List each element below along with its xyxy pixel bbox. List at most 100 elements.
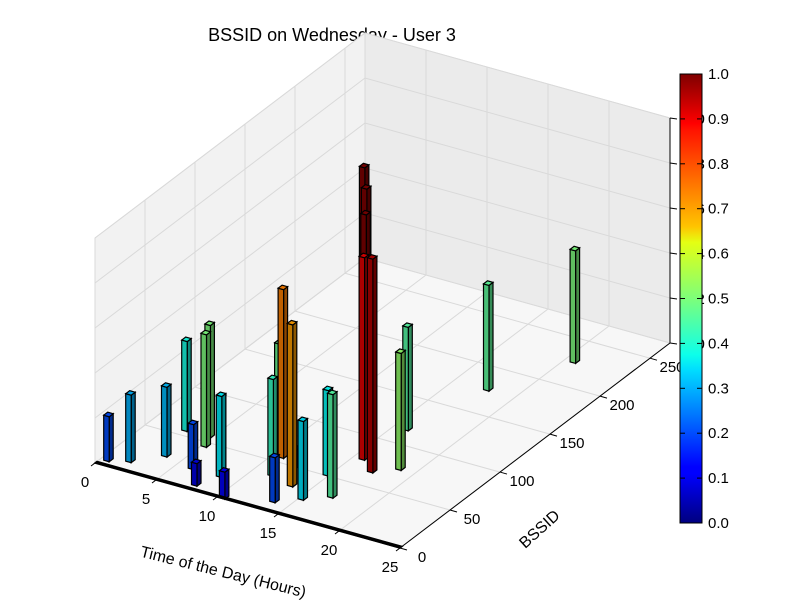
y-tick-label: 200: [609, 397, 634, 414]
bar-top: [359, 209, 372, 216]
x-tick-mark: [151, 479, 157, 484]
y-tick-mark: [399, 547, 408, 551]
zero-height-bars: [93, 460, 404, 549]
z-tick-mark: [669, 297, 678, 300]
bar: [285, 319, 299, 489]
bar: [218, 466, 231, 501]
bar: [482, 280, 495, 393]
y-tick-mark: [449, 509, 458, 513]
bar: [180, 336, 193, 433]
bar-top: [482, 280, 495, 287]
y-tick-mark: [499, 471, 508, 475]
bar-top: [568, 245, 581, 252]
bar-front: [366, 256, 374, 474]
bar-top: [326, 389, 339, 396]
colorbar-tick-label: 0.6: [708, 246, 729, 263]
bar: [160, 382, 173, 459]
bar-front: [482, 283, 490, 392]
bar-top: [199, 329, 212, 336]
colorbar-tick-label: 0.9: [708, 111, 729, 128]
bar-top: [102, 411, 115, 418]
x-tick-label: 10: [199, 508, 216, 525]
bar-front: [218, 469, 226, 500]
y-tick-label: 0: [418, 549, 426, 566]
bar-top: [321, 385, 334, 392]
bar-front: [190, 461, 198, 487]
gridline-z: [94, 77, 671, 284]
bar-top: [276, 284, 289, 291]
bar: [366, 254, 379, 475]
x-tick-mark: [90, 462, 96, 467]
bar: [102, 411, 115, 464]
bar-front: [286, 322, 294, 488]
bar-top: [394, 348, 407, 355]
bar-front: [200, 332, 208, 449]
bar-top: [186, 419, 200, 426]
bar: [268, 452, 281, 504]
colorbar-tick-label: 1.0: [708, 66, 729, 83]
gridline-z: [94, 122, 671, 329]
colorbar-ticks: 0.0 0.1 0.2 0.3 0.4 0.5 0.6 0.7 0.8 0.9 1.0: [680, 66, 729, 532]
chart-title: BSSID on Wednesday - User 3: [208, 25, 456, 45]
bar-front: [395, 351, 402, 472]
bar-front: [358, 255, 366, 462]
bar-front: [160, 385, 168, 458]
y-tick-label: 100: [509, 473, 534, 490]
bar-front: [215, 394, 223, 479]
colorbar-tick-label: 0.8: [708, 156, 729, 173]
axes-panes: [93, 31, 672, 549]
bar: [276, 284, 289, 460]
y-tick-mark: [549, 433, 558, 437]
bar-top: [218, 466, 231, 473]
x-tick-label: 25: [382, 559, 399, 576]
bar-top: [358, 162, 371, 169]
colorbar-tick-label: 0.7: [708, 201, 729, 218]
bar-top: [180, 336, 193, 343]
bar-top: [266, 374, 279, 381]
colorbar-tick-label: 0.2: [708, 425, 729, 442]
bar-top: [296, 416, 309, 423]
bar-top: [203, 320, 216, 327]
bar-front: [297, 419, 305, 502]
z-tick-mark: [669, 162, 678, 165]
y-tick-label: 250: [659, 359, 684, 376]
bar-top: [160, 382, 173, 389]
bar-top: [285, 319, 299, 326]
bar: [186, 419, 200, 471]
colorbar-tick-label: 0.1: [708, 470, 729, 487]
colorbar-tick-label: 0.5: [708, 291, 729, 308]
bar: [199, 329, 212, 449]
x-tick-mark: [273, 513, 279, 518]
y-tick-label: 150: [559, 435, 584, 452]
bar: [326, 389, 339, 500]
bar-top: [124, 390, 137, 396]
bars-group: [93, 162, 581, 549]
bar-top: [190, 458, 203, 465]
bar-top: [401, 322, 414, 329]
z-tick-mark: [669, 252, 678, 255]
bar-top: [366, 254, 379, 260]
bar-top: [357, 252, 370, 259]
y-tick-mark: [599, 395, 608, 399]
y-tick-label: 50: [464, 511, 481, 528]
bar-top: [268, 452, 281, 459]
y-tick-mark: [649, 357, 658, 361]
bar: [214, 391, 228, 479]
bar-top: [214, 391, 228, 398]
x-tick-label: 20: [321, 542, 338, 559]
bar-top: [360, 184, 373, 190]
x-tick-mark: [334, 530, 340, 535]
bar: [568, 245, 581, 365]
z-tick-mark: [669, 207, 678, 210]
bar-front: [125, 392, 132, 464]
bar-front: [277, 287, 285, 460]
bar: [190, 458, 203, 488]
colorbar-tick-label: 0.0: [708, 515, 729, 532]
x-tick-mark: [395, 547, 401, 552]
x-tick-mark: [212, 496, 218, 501]
z-tick-mark: [669, 117, 678, 120]
bar-front: [269, 455, 276, 504]
bar-front: [326, 392, 334, 499]
z-tick-mark: [669, 342, 678, 345]
